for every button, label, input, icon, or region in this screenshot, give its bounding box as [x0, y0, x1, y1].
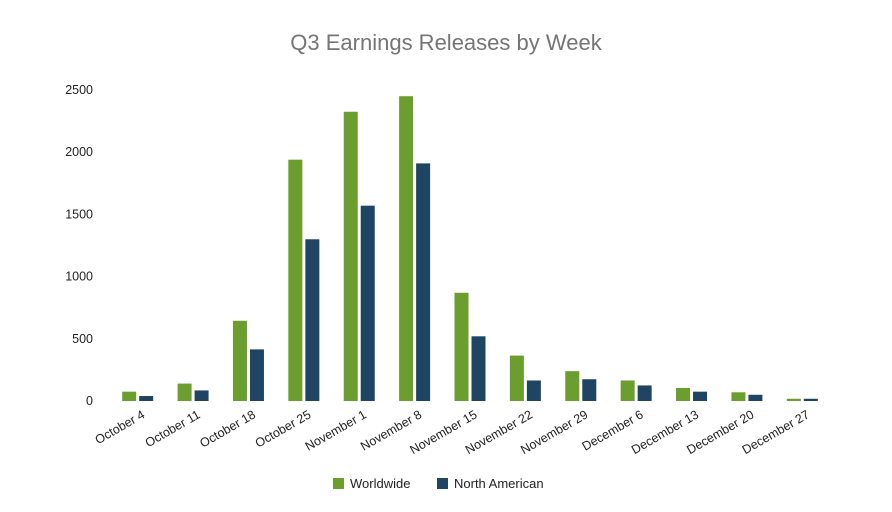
bar-north-american: [693, 391, 708, 401]
y-tick-label: 500: [72, 332, 93, 346]
bar-worldwide: [177, 383, 192, 401]
legend-swatch: [333, 478, 344, 489]
y-tick-label: 2000: [65, 145, 93, 159]
bar-north-american: [526, 380, 541, 401]
bar-worldwide: [731, 392, 746, 401]
y-tick-label: 0: [86, 394, 93, 408]
bar-north-american: [582, 379, 597, 401]
bar-north-american: [305, 239, 320, 401]
bar-north-american: [637, 385, 652, 401]
bar-north-american: [249, 349, 264, 401]
legend-label: Worldwide: [350, 476, 410, 491]
legend-label: North American: [454, 476, 544, 491]
bar-worldwide: [786, 398, 801, 401]
bar-worldwide: [676, 387, 691, 401]
bar-north-american: [748, 394, 763, 401]
bar-north-american: [416, 163, 431, 401]
y-tick-label: 1500: [65, 207, 93, 221]
legend: Worldwide North American: [333, 476, 544, 491]
x-tick-label: November 1: [303, 407, 369, 453]
x-tick-label: October 18: [197, 407, 258, 450]
x-tick-label: October 11: [143, 407, 203, 450]
bar-worldwide: [122, 391, 137, 401]
x-tick-label: October 4: [93, 407, 148, 447]
y-axis: 0 500 1000 1500 2000 2500: [65, 83, 93, 408]
bar-worldwide: [620, 380, 635, 401]
bar-worldwide: [343, 111, 358, 402]
bar-worldwide: [454, 292, 469, 401]
bar-north-american: [194, 390, 209, 401]
bar-north-american: [360, 205, 375, 401]
bar-north-american: [471, 336, 486, 401]
bar-north-american: [803, 398, 818, 401]
bar-worldwide: [288, 159, 303, 401]
bar-worldwide: [509, 355, 524, 401]
y-tick-label: 2500: [65, 83, 93, 97]
y-tick-label: 1000: [65, 270, 93, 284]
legend-swatch: [437, 478, 448, 489]
chart-title: Q3 Earnings Releases by Week: [290, 30, 602, 55]
bar-north-american: [139, 396, 154, 401]
bar-worldwide: [565, 371, 580, 401]
bars: [122, 96, 818, 402]
bar-worldwide: [232, 320, 247, 401]
bar-worldwide: [399, 96, 414, 401]
